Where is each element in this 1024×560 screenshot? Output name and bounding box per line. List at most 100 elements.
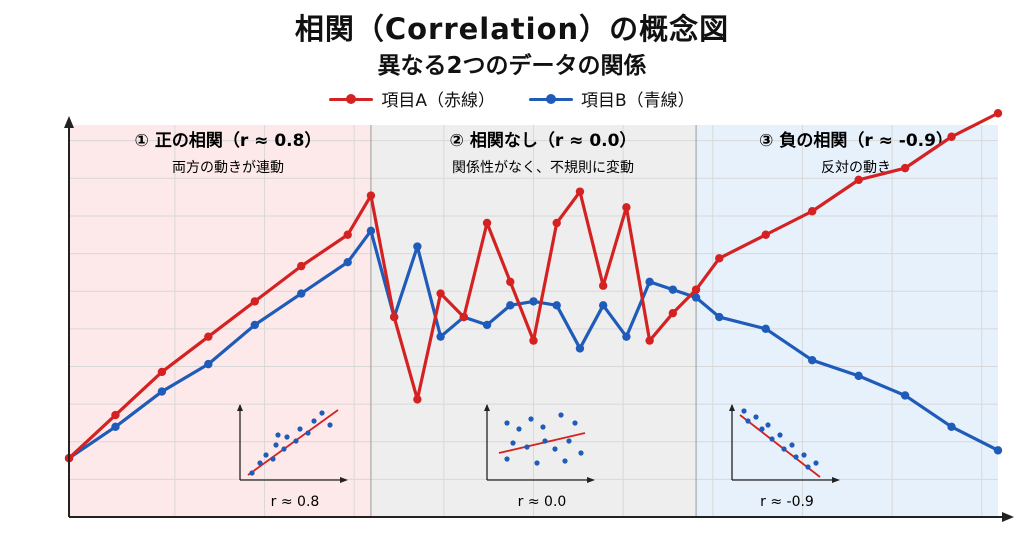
inset-point	[257, 460, 263, 466]
inset-point	[311, 418, 317, 424]
series-b-point	[111, 422, 120, 432]
series-b-point	[761, 324, 770, 334]
series-a-point	[389, 312, 399, 322]
inset-y-arrow	[729, 404, 735, 411]
panel-header-none: ② 相関なし（r ≈ 0.0） 関係性がなく、不規則に変動	[450, 130, 637, 176]
inset-y-arrow	[237, 404, 243, 411]
series-a-point	[575, 187, 585, 196]
inset-point	[524, 444, 530, 450]
series-b-point	[947, 422, 956, 432]
x-axis-arrow	[1002, 512, 1014, 522]
series-a-point	[459, 312, 469, 322]
chart-subtitle: 異なる2つのデータの関係	[377, 53, 647, 79]
chart-title: 相関（Correlation）の概念図	[294, 12, 730, 46]
series-a-point	[413, 395, 422, 404]
inset-negative: r ≈ -0.9	[729, 404, 840, 510]
panel-backgrounds	[69, 125, 998, 517]
inset-point	[284, 434, 290, 440]
panel-subtitle-negative: 反対の動き	[821, 160, 891, 176]
inset-point	[540, 424, 546, 430]
series-a-point	[343, 230, 352, 239]
inset-point	[273, 442, 279, 448]
series-b-point	[529, 297, 538, 306]
series-a-point	[366, 191, 376, 200]
panel-dividers	[370, 125, 697, 517]
legend-item-b: 項目B（青線）	[528, 86, 695, 111]
series-a-point	[691, 285, 701, 294]
inset-x-arrow	[832, 477, 840, 483]
series-a-point	[668, 308, 678, 318]
series-b-point	[366, 226, 376, 236]
inset-point	[516, 426, 522, 432]
inset-x-arrow	[340, 477, 348, 483]
series-a-point	[900, 163, 910, 173]
legend-swatch-a	[329, 91, 374, 107]
inset-point	[765, 422, 771, 428]
series-a-point	[622, 203, 631, 212]
series-a-point	[111, 410, 120, 420]
y-axis-arrow	[64, 116, 74, 128]
series-b-point	[297, 289, 306, 298]
panel-bg-positive	[69, 125, 371, 517]
panel-header-positive: ① 正の相関（r ≈ 0.8） 両方の動きが連動	[135, 130, 322, 176]
inset-trend-line	[498, 432, 586, 454]
series-a-point	[157, 367, 167, 377]
inset-point	[562, 458, 568, 464]
inset-label-positive: r ≈ 0.8	[271, 494, 320, 510]
series-b-point	[993, 446, 1003, 455]
inset-point	[542, 438, 548, 444]
series-b-point	[854, 371, 863, 381]
series-b-point	[900, 391, 910, 400]
inset-point	[745, 418, 751, 424]
series-b-point	[343, 258, 352, 267]
inset-label-none: r ≈ 0.0	[518, 494, 567, 510]
series-b-point	[436, 332, 445, 341]
inset-point	[504, 456, 510, 462]
inset-point	[759, 426, 765, 432]
series-b-point	[575, 344, 585, 353]
panel-subtitle-none: 関係性がなく、不規則に変動	[452, 159, 634, 176]
series-b-point	[552, 301, 561, 310]
series-b-point	[413, 242, 422, 251]
series-a-point	[529, 336, 538, 345]
inset-point	[552, 446, 558, 452]
series-b-point	[598, 301, 608, 310]
inset-point	[777, 432, 783, 438]
inset-positive: r ≈ 0.8	[237, 404, 348, 510]
series-a-point	[761, 230, 770, 239]
series-a-point	[506, 277, 515, 286]
series-b-point	[808, 356, 817, 365]
series-b-point	[506, 301, 515, 310]
series-b-point	[691, 293, 701, 302]
inset-point	[270, 456, 276, 462]
series-a-point	[947, 132, 956, 141]
inset-point	[781, 446, 787, 452]
inset-point	[813, 460, 819, 466]
series-a-point	[436, 289, 445, 298]
inset-point	[805, 464, 811, 470]
panel-header-negative: ③ 負の相関（r ≈ -0.9） 反対の動き	[759, 130, 953, 176]
series-a-point	[993, 109, 1003, 118]
inset-y-arrow	[484, 404, 490, 411]
legend-item-a: 項目A（赤線）	[329, 86, 495, 111]
panel-bg-negative	[696, 125, 998, 517]
series-a-point	[552, 218, 561, 228]
series-a-point	[808, 207, 817, 216]
inset-point	[293, 438, 299, 444]
series-a-point	[297, 261, 306, 271]
inset-point	[741, 408, 747, 414]
inset-point	[327, 422, 333, 428]
series-b-point	[157, 387, 167, 396]
inset-label-negative: r ≈ -0.9	[760, 494, 814, 510]
legend-label-b: 項目B（青線）	[580, 91, 695, 111]
inset-point	[305, 430, 311, 436]
series-a-point	[854, 175, 863, 185]
inset-point	[566, 438, 572, 444]
series-b-point	[204, 359, 213, 369]
inset-point	[753, 414, 759, 420]
series-a-point	[250, 297, 259, 306]
series-a-point	[482, 218, 492, 228]
series-b-point	[668, 285, 678, 294]
inset-trend-line	[247, 409, 339, 476]
